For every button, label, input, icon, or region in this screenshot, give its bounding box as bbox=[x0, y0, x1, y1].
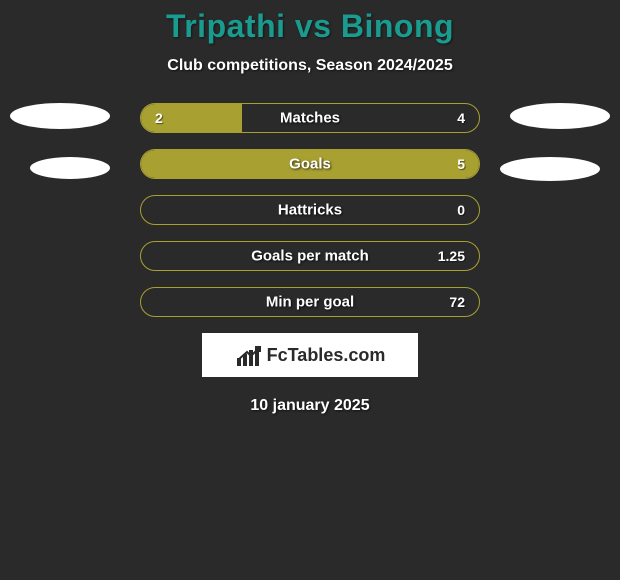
stat-value-right: 72 bbox=[449, 294, 465, 310]
decorative-oval bbox=[30, 157, 110, 179]
bars-wrap: 2 Matches 4 Goals 5 Hattricks 0 Goals pe… bbox=[140, 103, 480, 317]
chart-area: 2 Matches 4 Goals 5 Hattricks 0 Goals pe… bbox=[0, 103, 620, 415]
stat-value-right: 1.25 bbox=[438, 248, 465, 264]
stat-row-min-per-goal: Min per goal 72 bbox=[140, 287, 480, 317]
logo-arrow-icon bbox=[237, 346, 261, 362]
stat-label: Matches bbox=[280, 110, 340, 127]
stat-label: Min per goal bbox=[266, 294, 354, 311]
stat-value-right: 0 bbox=[457, 202, 465, 218]
decorative-oval bbox=[500, 157, 600, 181]
stat-label: Goals bbox=[289, 156, 331, 173]
logo-chart-icon bbox=[235, 344, 263, 366]
stat-value-right: 4 bbox=[457, 110, 465, 126]
stat-value-left: 2 bbox=[155, 110, 163, 126]
date-label: 10 january 2025 bbox=[0, 397, 620, 415]
logo-text: FcTables.com bbox=[267, 345, 386, 366]
root-container: Tripathi vs Binong Club competitions, Se… bbox=[0, 0, 620, 415]
subtitle: Club competitions, Season 2024/2025 bbox=[0, 57, 620, 75]
stat-label: Hattricks bbox=[278, 202, 342, 219]
stat-value-right: 5 bbox=[457, 156, 465, 172]
stat-row-matches: 2 Matches 4 bbox=[140, 103, 480, 133]
logo-inner: FcTables.com bbox=[235, 344, 386, 366]
page-title: Tripathi vs Binong bbox=[0, 8, 620, 45]
decorative-oval bbox=[510, 103, 610, 129]
logo-box: FcTables.com bbox=[202, 333, 418, 377]
decorative-oval bbox=[10, 103, 110, 129]
stat-row-goals: Goals 5 bbox=[140, 149, 480, 179]
stat-row-goals-per-match: Goals per match 1.25 bbox=[140, 241, 480, 271]
stat-row-hattricks: Hattricks 0 bbox=[140, 195, 480, 225]
stat-label: Goals per match bbox=[251, 248, 369, 265]
